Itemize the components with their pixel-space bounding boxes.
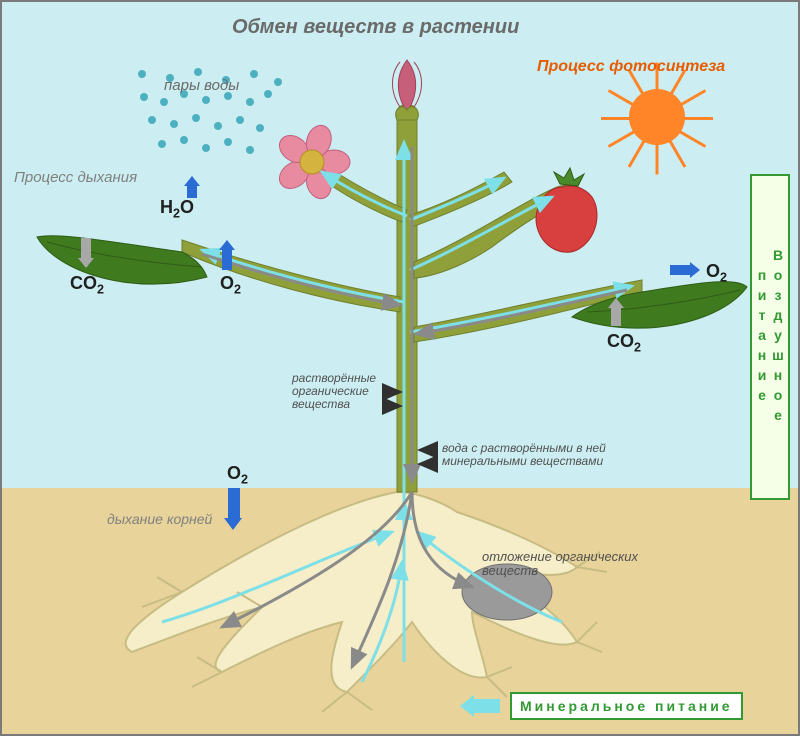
label-respiration: Процесс дыхания [14, 170, 137, 187]
arrow-o2_left_up [222, 240, 235, 270]
arrow-co2_right_up [611, 298, 624, 326]
arrow-mineral_in [460, 695, 500, 717]
arrow-h2o_up [187, 176, 200, 198]
label-root-respiration: дыхание корней [107, 512, 212, 527]
label-water-minerals: вода с растворёнными в ней минеральными … [442, 442, 606, 468]
arrow-o2_root_down [228, 488, 242, 530]
chem-h2o: H2O [160, 198, 194, 221]
plant-diagram [2, 2, 800, 736]
arrow-o2_right_out [670, 262, 700, 278]
chem-co2_right: CO2 [607, 332, 641, 355]
diagram-canvas: H2O CO2 O2 O2 CO2 O2 Обмен веществ в растении… [0, 0, 800, 736]
sidebox-mineral-nutrition: Минеральное питание [510, 692, 743, 720]
label-dissolved-organic: растворённые органические вещества [292, 372, 376, 412]
chem-o2_root: O2 [227, 464, 248, 487]
label-photosynthesis: Процесс фотосинтеза [537, 58, 725, 76]
chem-o2_right: O2 [706, 262, 727, 285]
chem-o2_left: O2 [220, 274, 241, 297]
sidebox-air-nutrition: Воздушное питание [750, 174, 790, 500]
diagram-title: Обмен веществ в растении [232, 16, 519, 38]
label-water-vapor: пары воды [164, 78, 239, 95]
chem-co2_left: CO2 [70, 274, 104, 297]
arrow-co2_left_down [81, 238, 94, 268]
label-organic-deposit: отложение органических веществ [482, 550, 638, 579]
